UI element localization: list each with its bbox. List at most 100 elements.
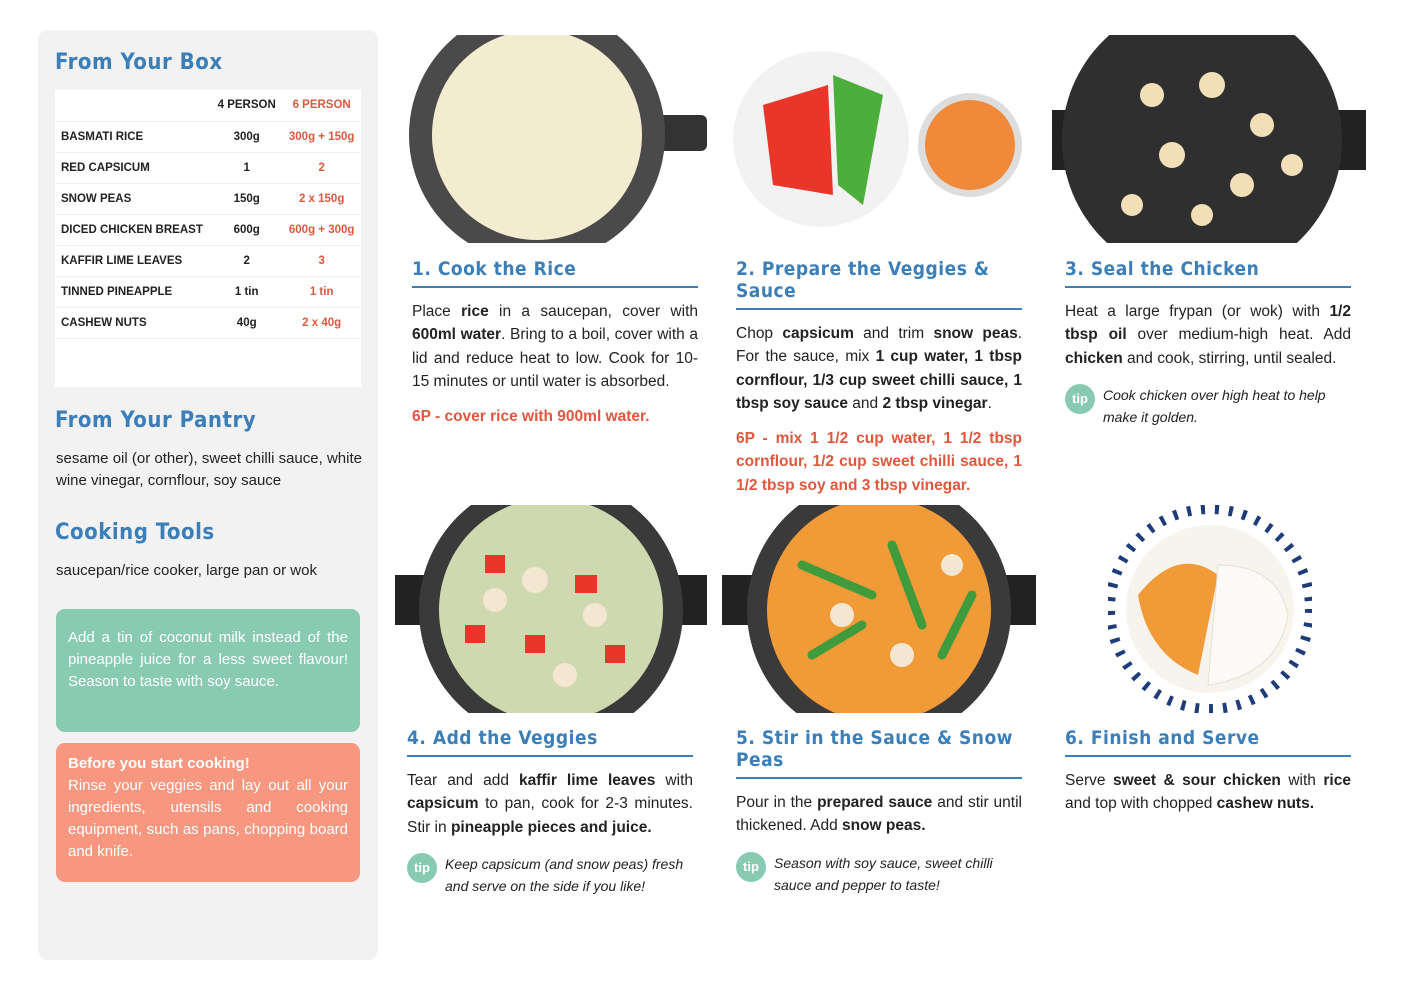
- step-body: Pour in the prepared sauce and stir unti…: [736, 791, 1022, 838]
- step-title: 4. Add the Veggies: [407, 727, 693, 757]
- text-segment: and cook, stirring, until sealed.: [1122, 349, 1337, 367]
- section-title: From Your Box: [55, 50, 223, 75]
- tip: tip Cook chicken over high heat to help m…: [1065, 383, 1351, 428]
- table-row: KAFFIR LIME LEAVES 2 3: [55, 245, 361, 277]
- text-segment: with: [1280, 772, 1324, 789]
- text-segment: Chop: [736, 325, 783, 342]
- tip: tip Season with soy sauce, sweet chilli s…: [736, 851, 1022, 896]
- step-photo: [733, 51, 1022, 227]
- tip: tip Keep capsicum (and snow peas) fresh a…: [407, 852, 693, 897]
- tip-icon: tip: [407, 852, 437, 883]
- text-segment: rice: [1323, 772, 1351, 789]
- tip-box: Add a tin of coconut milk instead of the…: [56, 609, 360, 732]
- step-photo: [409, 35, 707, 243]
- header-cell: 6 PERSON: [282, 90, 361, 122]
- text-segment: 2 tbsp vinegar: [882, 394, 988, 412]
- text-segment: . Bring to a boil, cover with a lid and …: [412, 326, 698, 390]
- text-segment: Tear and add: [407, 772, 519, 789]
- text-segment: and top with chopped: [1065, 795, 1217, 813]
- text-segment: 1/2 tbsp oil: [1065, 303, 1351, 344]
- text-segment: with: [655, 772, 693, 789]
- step-photo: [395, 505, 707, 713]
- table-cell: 300g + 150g: [282, 121, 361, 153]
- table-row: BASMATI RICE 300g 300g + 150g: [55, 121, 361, 153]
- tools-text: saucepan/rice cooker, large pan or wok: [56, 562, 317, 579]
- step: 6. Finish and Serve Serve sweet & sour ch…: [1065, 727, 1351, 816]
- step-body: Tear and add kaffir lime leaves with cap…: [407, 769, 693, 839]
- table-cell: 2 x 150g: [282, 183, 361, 215]
- step-title: 5. Stir in the Sauce & Snow Peas: [736, 727, 1022, 779]
- text-segment: Pour in the: [736, 794, 818, 811]
- tip-icon: tip: [736, 851, 766, 882]
- tip-icon: tip: [1065, 383, 1095, 414]
- text-segment: Place: [412, 303, 462, 320]
- step-body: Place rice in a saucepan, cover with 600…: [412, 300, 698, 393]
- step-title: 1. Cook the Rice: [412, 258, 698, 288]
- table-cell: 2 x 40g: [282, 307, 361, 339]
- start-text: Rinse your veggies and lay out all your …: [68, 777, 348, 860]
- text-segment: to pan, cook for 2-3 minutes. Stir in: [407, 795, 693, 836]
- step-photo: [1052, 35, 1366, 243]
- text-segment: prepared sauce: [817, 794, 933, 811]
- text-segment: and trim: [853, 325, 934, 342]
- tip-text: Season with soy sauce, sweet chilli sauc…: [774, 854, 993, 893]
- step: 1. Cook the Rice Place rice in a saucepan…: [412, 258, 698, 428]
- text-segment: snow peas.: [842, 817, 926, 835]
- step-photo: [722, 505, 1036, 713]
- table-cell: DICED CHICKEN BREAST: [55, 214, 212, 246]
- table-row: CASHEW NUTS 40g 2 x 40g: [55, 307, 361, 339]
- step: 2. Prepare the Veggies & Sauce Chop capsi…: [736, 258, 1022, 497]
- text-segment: Serve: [1065, 772, 1113, 789]
- text-segment: sweet & sour chicken: [1112, 772, 1281, 789]
- table-cell: 600g + 300g: [282, 214, 361, 246]
- text-segment: cashew nuts.: [1216, 795, 1315, 813]
- table-cell: TINNED PINEAPPLE: [55, 276, 212, 308]
- step-body: Heat a large frypan (or wok) with 1/2 tb…: [1065, 300, 1351, 370]
- table-cell: KAFFIR LIME LEAVES: [55, 245, 212, 277]
- start-title: Before you start cooking!: [68, 755, 250, 772]
- table-cell: 600g: [211, 214, 283, 246]
- step-note: 6P - cover rice with 900ml water.: [412, 408, 650, 426]
- text-segment: over medium-high heat. Add: [1126, 326, 1352, 344]
- step: 4. Add the Veggies Tear and add kaffir li…: [407, 727, 693, 897]
- step-title: 2. Prepare the Veggies & Sauce: [736, 258, 1022, 310]
- table-cell: 2: [282, 152, 361, 184]
- table-cell: BASMATI RICE: [55, 121, 212, 153]
- table-cell: SNOW PEAS: [55, 183, 212, 215]
- tip-text: Cook chicken over high heat to help make…: [1103, 386, 1326, 425]
- text-segment: 1 cup water, 1 tbsp cornflour, 1/3 cup s…: [736, 348, 1023, 412]
- header-cell: [55, 90, 212, 122]
- table-cell: 1: [211, 152, 283, 184]
- text-segment: 600ml water: [412, 326, 502, 344]
- text-segment: in a saucepan, cover with: [488, 303, 698, 320]
- table-row: RED CAPSICUM 1 2: [55, 152, 361, 184]
- ingredients-table: 4 PERSON 6 PERSON BASMATI RICE 300g 300g + 1…: [55, 90, 361, 339]
- text-segment: Heat a large frypan (or wok) with: [1065, 303, 1330, 320]
- text-segment: capsicum: [782, 325, 854, 342]
- table-header: 4 PERSON 6 PERSON: [55, 90, 361, 122]
- step-note: 6P - mix 1 1/2 cup water, 1 1/2 tbsp cor…: [736, 430, 1022, 494]
- section-title: From Your Pantry: [55, 408, 257, 433]
- table-cell: RED CAPSICUM: [55, 152, 212, 184]
- table-cell: CASHEW NUTS: [55, 307, 212, 339]
- table-cell: 1 tin: [211, 276, 283, 308]
- step-body: Chop capsicum and trim snow peas. For th…: [736, 322, 1022, 415]
- step-photo: [1108, 505, 1312, 713]
- table-cell: 300g: [211, 121, 283, 153]
- text-segment: .: [987, 394, 992, 412]
- table-cell: 1 tin: [282, 276, 361, 308]
- table-cell: 2: [211, 245, 283, 277]
- text-segment: and stir until thickened. Add: [736, 794, 1022, 835]
- text-segment: chicken: [1065, 349, 1123, 367]
- table-cell: 40g: [211, 307, 283, 339]
- text-segment: pineapple pieces and juice.: [450, 818, 652, 836]
- text-segment: kaffir lime leaves: [518, 772, 656, 789]
- header-cell: 4 PERSON: [211, 90, 283, 122]
- table-card: 4 PERSON 6 PERSON BASMATI RICE 300g 300g + 1…: [55, 90, 361, 387]
- text-segment: capsicum: [407, 795, 479, 813]
- table-row: TINNED PINEAPPLE 1 tin 1 tin: [55, 276, 361, 308]
- table-row: DICED CHICKEN BREAST 600g 600g + 300g: [55, 214, 361, 246]
- step-title: 6. Finish and Serve: [1065, 727, 1351, 757]
- step: 5. Stir in the Sauce & Snow Peas Pour in …: [736, 727, 1022, 896]
